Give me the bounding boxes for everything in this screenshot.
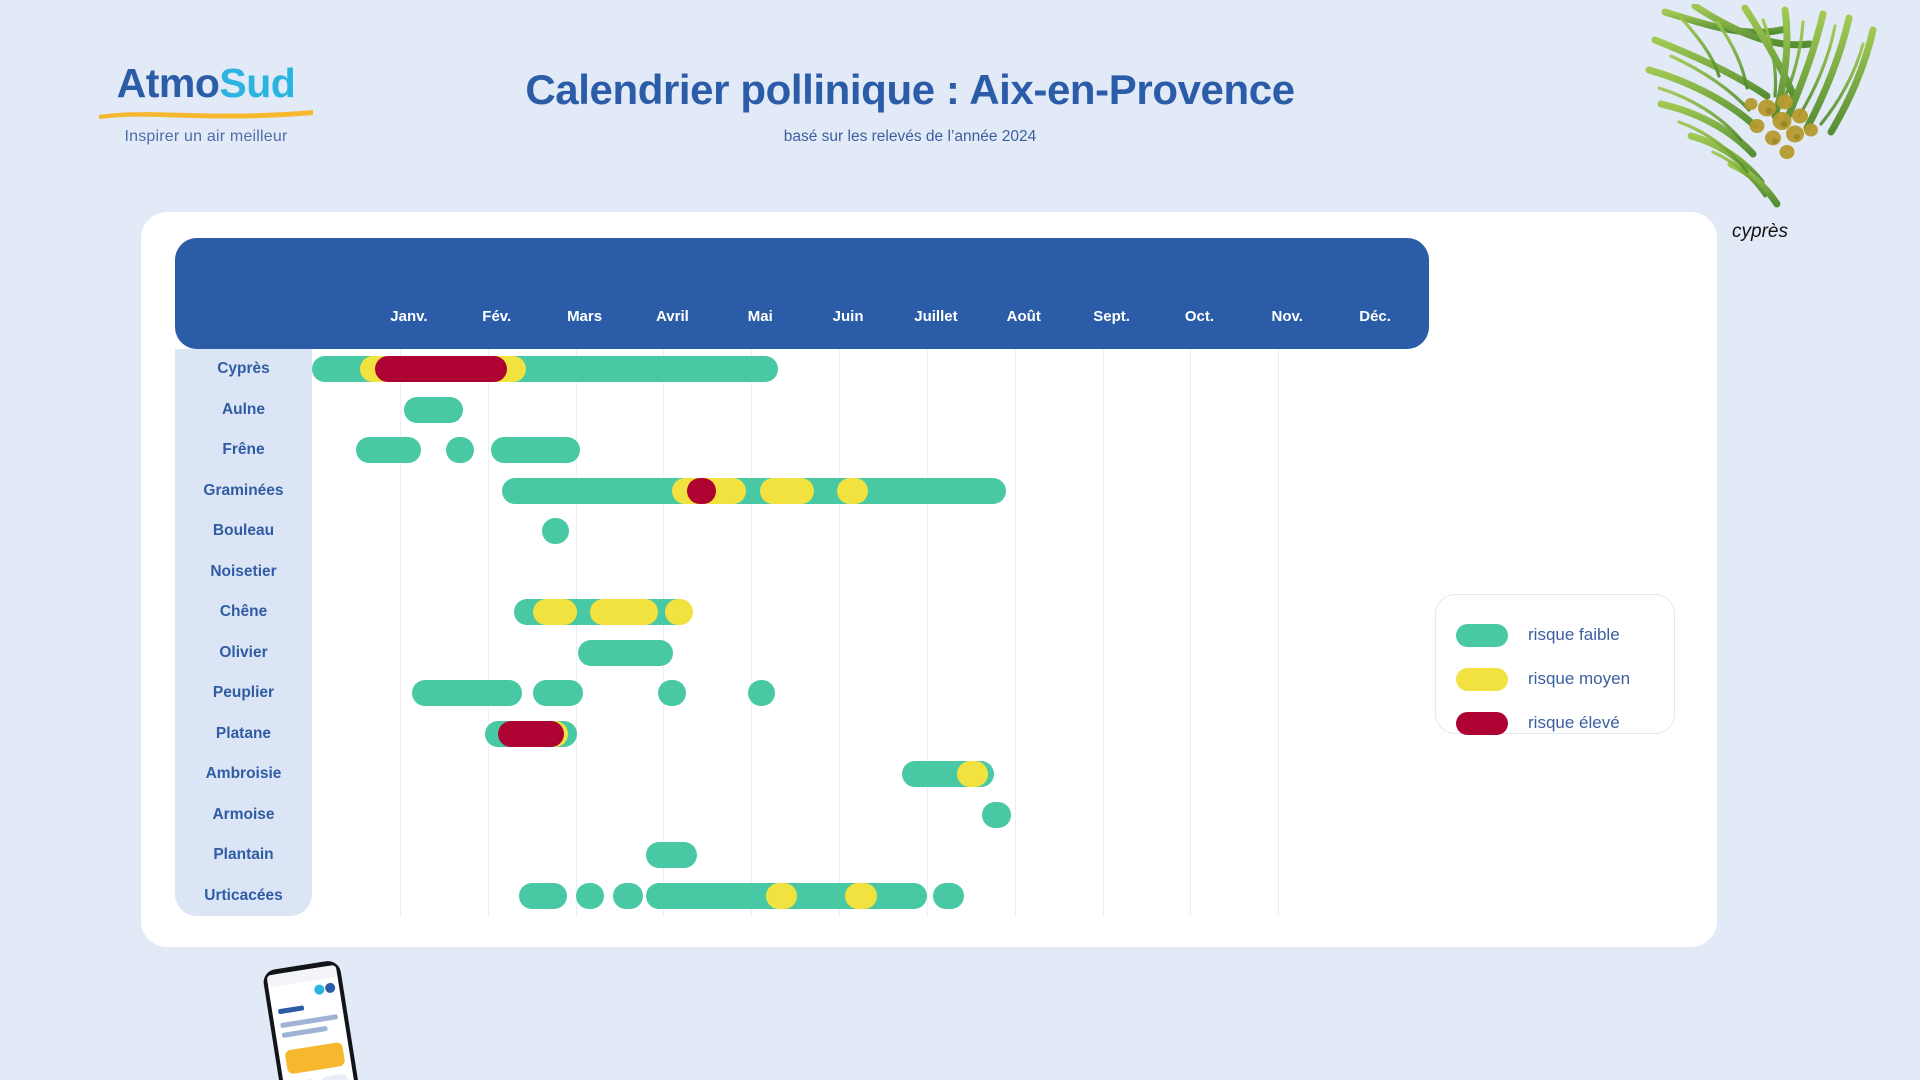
pollen-bar-gramines-eleve-2: [687, 477, 717, 504]
pollen-bar-armoise-faible-0: [982, 801, 1012, 828]
gridline: [1190, 349, 1192, 916]
risk-legend: risque faible risque moyen risque élevé: [1435, 594, 1675, 735]
legend-swatch-faible: [1456, 623, 1508, 647]
legend-label-eleve: risque élevé: [1528, 713, 1620, 732]
cypress-caption: cyprès: [1732, 221, 1788, 242]
species-label-armoise: Armoise: [212, 805, 275, 823]
species-label-urticaces: Urticacées: [204, 886, 283, 904]
pollen-bar-platane-eleve-1: [498, 720, 565, 747]
page-header: AtmoSud Inspirer un air meilleur Calendr…: [0, 0, 1920, 242]
species-label-chne: Chêne: [219, 603, 268, 621]
pollen-bar-urticaces-moyen-4: [766, 882, 797, 909]
pollen-bar-urticaces-faible-6: [932, 882, 964, 909]
gridline: [1278, 349, 1280, 916]
pollen-bar-frne-faible-2: [491, 437, 580, 464]
page-footer: Tenez-vous informés de la situation des …: [0, 960, 1920, 1080]
gridline: [663, 349, 665, 916]
gridline: [575, 349, 577, 916]
pollen-bar-aulne-faible-0: [404, 396, 464, 423]
species-label-bouleau: Bouleau: [212, 522, 275, 540]
month-label-3: Mars: [567, 308, 603, 325]
pollen-bar-cyprs-eleve-2: [375, 356, 507, 383]
atmosud-logo: AtmoSud Inspirer un air meilleur: [86, 60, 326, 146]
species-label-platane: Platane: [215, 724, 272, 742]
pollen-bar-olivier-faible-0: [578, 639, 673, 666]
page-subtitle: basé sur les relevés de l’année 2024: [783, 128, 1037, 145]
pollen-bar-gramines-moyen-3: [759, 477, 815, 504]
pollen-bar-frne-faible-1: [445, 437, 474, 464]
gridline: [839, 349, 840, 916]
legend-item-eleve: risque élevé: [1456, 701, 1674, 745]
logo-swoosh-icon: [99, 110, 313, 120]
legend-swatch-moyen: [1456, 667, 1508, 691]
pollen-bar-peuplier-faible-1: [533, 680, 583, 707]
legend-swatch-eleve: [1456, 711, 1508, 735]
species-label-gramines: Graminées: [203, 481, 284, 499]
pollen-bar-peuplier-faible-3: [747, 680, 775, 707]
cypress-figure: cyprès: [1626, 4, 1894, 243]
pollen-bar-bouleau-faible-0: [542, 518, 570, 545]
month-header-bar: Janv. Fév. Mars Avril Mai Juin Juillet Août Sept…: [175, 238, 1429, 349]
pollen-bar-chne-moyen-1: [533, 599, 578, 626]
legend-item-moyen: risque moyen: [1456, 657, 1674, 701]
month-label-10: Oct.: [1184, 308, 1214, 325]
month-labels: Janv. Fév. Mars Avril Mai Juin Juillet Août Sept…: [365, 238, 1419, 349]
month-label-7: Juillet: [914, 308, 958, 325]
phone-mockup-image: [263, 961, 361, 1080]
pollen-bar-urticaces-moyen-5: [845, 882, 877, 909]
species-label-peuplier: Peuplier: [212, 684, 275, 702]
pollen-timeline-plot: [312, 349, 1366, 916]
pollen-bar-ambroisie-moyen-1: [956, 761, 989, 788]
month-label-5: Mai: [747, 308, 773, 325]
gridline: [399, 349, 401, 916]
species-label-noisetier: Noisetier: [210, 562, 277, 580]
legend-item-faible: risque faible: [1456, 613, 1674, 657]
pollen-bar-gramines-faible-0: [501, 477, 1006, 504]
page-title: Calendrier pollinique : Aix-en-Provence: [525, 66, 1295, 113]
month-label-1: Janv.: [390, 308, 428, 325]
pollen-bar-urticaces-faible-1: [575, 882, 604, 909]
logo-wordmark-secondary: Sud: [219, 60, 296, 106]
gridline: [1102, 349, 1104, 916]
gridline: [487, 349, 489, 916]
pollen-bar-plantain-faible-0: [645, 842, 697, 869]
species-label-aulne: Aulne: [221, 400, 266, 418]
pollen-bar-urticaces-faible-0: [519, 882, 567, 909]
pollen-bar-frne-faible-0: [355, 437, 421, 464]
title-block: Calendrier pollinique : Aix-en-Provence …: [380, 66, 1440, 146]
species-label-cyprs: Cyprès: [217, 360, 270, 378]
month-label-4: Avril: [656, 308, 689, 325]
species-label-ambroisie: Ambroisie: [205, 765, 282, 783]
gridline: [751, 349, 753, 916]
logo-wordmark: AtmoSud: [86, 60, 326, 106]
month-label-8: Août: [1006, 308, 1041, 325]
species-label-panel: Cyprès Aulne Frêne Graminées Bouleau Noisetie…: [175, 349, 312, 916]
logo-wordmark-primary: Atmo: [116, 60, 220, 106]
legend-label-faible: risque faible: [1528, 625, 1620, 644]
gridline: [1014, 349, 1016, 916]
month-label-11: Nov.: [1271, 308, 1303, 325]
species-label-frne: Frêne: [222, 441, 265, 459]
month-label-9: Sept.: [1093, 308, 1130, 325]
species-label-olivier: Olivier: [219, 643, 268, 661]
pollen-bar-peuplier-faible-0: [412, 680, 522, 707]
pollen-bar-urticaces-faible-2: [613, 882, 644, 909]
month-label-2: Fév.: [482, 308, 512, 325]
pollen-bar-gramines-moyen-4: [837, 477, 868, 504]
gridline: [926, 349, 928, 916]
pollen-bar-peuplier-faible-2: [658, 680, 687, 707]
month-label-12: Déc.: [1359, 308, 1391, 325]
pollen-bar-chne-moyen-3: [665, 599, 694, 626]
logo-tagline: Inspirer un air meilleur: [124, 128, 288, 146]
legend-label-moyen: risque moyen: [1528, 669, 1631, 688]
cypress-photo: [1635, 4, 1885, 219]
pollen-bar-chne-moyen-2: [590, 599, 659, 626]
month-label-6: Juin: [832, 308, 864, 325]
species-label-plantain: Plantain: [213, 846, 274, 864]
